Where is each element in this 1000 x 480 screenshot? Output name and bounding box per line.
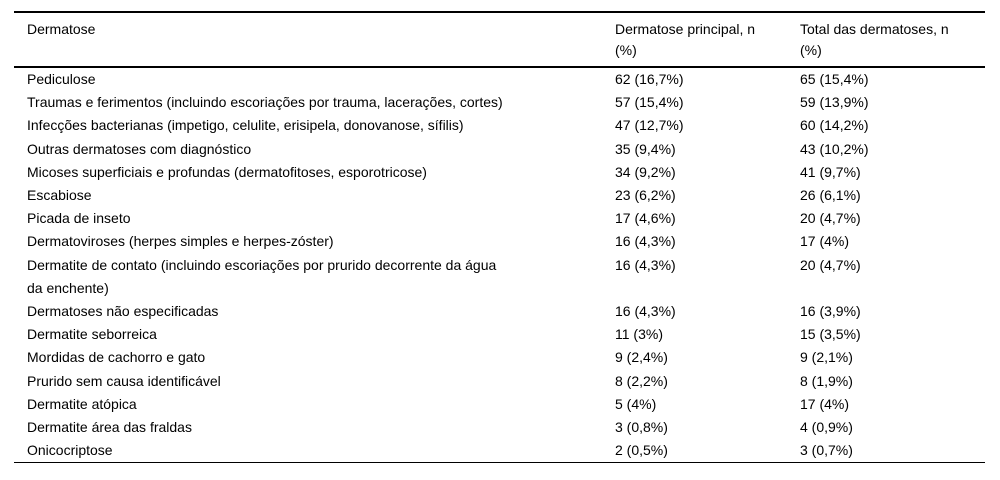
- cell-dermatose: Prurido sem causa identificável: [27, 372, 221, 389]
- table-row: Mordidas de cachorro e gato 9 (2,4%) 9 (2,…: [14, 346, 985, 369]
- cell-principal: 9 (2,4%): [615, 349, 668, 366]
- table-row: Dermatite seborreica 11 (3%) 15 (3,5%): [14, 323, 985, 346]
- cell-total: 8 (1,9%): [800, 372, 853, 389]
- table-row: Micoses superficiais e profundas (dermat…: [14, 161, 985, 184]
- cell-principal: 5 (4%): [615, 395, 657, 412]
- cell-total: 41 (9,7%): [800, 163, 861, 180]
- cell-total: 17 (4%): [800, 395, 850, 412]
- table-row: Outras dermatoses com diagnóstico 35 (9,4…: [14, 138, 985, 161]
- table-row: Dermatite atópica 5 (4%) 17 (4%): [14, 393, 985, 416]
- cell-total: 16 (3,9%): [800, 303, 861, 320]
- cell-dermatose: Dermatoses não especificadas: [27, 303, 219, 320]
- cell-total: 60 (14,2%): [800, 117, 869, 134]
- table-row: Dermatite de contato (incluindo escoriaç…: [14, 254, 985, 300]
- cell-total: 26 (6,1%): [800, 187, 861, 204]
- table-row: Escabiose 23 (6,2%) 26 (6,1%): [14, 184, 985, 207]
- cell-principal: 17 (4,6%): [615, 210, 676, 227]
- cell-dermatose: Dermatoviroses (herpes simples e herpes-…: [27, 233, 334, 250]
- table-row: Dermatoviroses (herpes simples e herpes-…: [14, 230, 985, 253]
- header-row: Dermatose Dermatose principal, n (%) Tot…: [14, 12, 985, 68]
- column-header-dermatose-principal: Dermatose principal, n (%): [615, 12, 800, 68]
- cell-dermatose: Micoses superficiais e profundas (dermat…: [27, 163, 427, 180]
- table-row: Pediculose 62 (16,7%) 65 (15,4%): [14, 67, 985, 91]
- cell-dermatose: Infecções bacterianas (impetigo, celulit…: [27, 117, 464, 134]
- cell-total: 15 (3,5%): [800, 326, 861, 343]
- column-header-total-dermatoses: Total das dermatoses, n (%): [800, 12, 985, 68]
- cell-dermatose: Onicocriptose: [27, 442, 113, 459]
- cell-dermatose: Dermatite seborreica: [27, 326, 157, 343]
- cell-principal: 47 (12,7%): [615, 117, 684, 134]
- cell-total: 20 (4,7%): [800, 210, 861, 227]
- column-header-dermatose: Dermatose: [14, 12, 615, 68]
- cell-total: 4 (0,9%): [800, 419, 853, 436]
- cell-principal: 35 (9,4%): [615, 140, 676, 157]
- cell-dermatose: Mordidas de cachorro e gato: [27, 349, 206, 366]
- cell-principal: 3 (0,8%): [615, 419, 668, 436]
- table-row: Onicocriptose 2 (0,5%) 3 (0,7%): [14, 439, 985, 463]
- cell-total: 3 (0,7%): [800, 442, 853, 459]
- cell-principal: 8 (2,2%): [615, 372, 668, 389]
- cell-total: 9 (2,1%): [800, 349, 853, 366]
- cell-principal: 62 (16,7%): [615, 71, 684, 87]
- cell-principal: 2 (0,5%): [615, 442, 668, 459]
- cell-dermatose: Pediculose: [27, 71, 96, 87]
- cell-principal: 16 (4,3%): [615, 303, 676, 320]
- table-body: Pediculose 62 (16,7%) 65 (15,4%) Traumas e …: [14, 67, 985, 463]
- cell-dermatose: Traumas e ferimentos (incluindo escoriaç…: [27, 94, 503, 111]
- table-row: Dermatoses não especificadas 16 (4,3%) 16 …: [14, 300, 985, 323]
- cell-principal: 16 (4,3%): [615, 233, 676, 250]
- cell-total: 17 (4%): [800, 233, 850, 250]
- cell-principal: 34 (9,2%): [615, 163, 676, 180]
- table-row: Infecções bacterianas (impetigo, celulit…: [14, 114, 985, 137]
- cell-principal: 11 (3%): [615, 326, 663, 343]
- cell-dermatose: Dermatite de contato (incluindo escoriaç…: [27, 256, 497, 296]
- cell-total: 43 (10,2%): [800, 140, 869, 157]
- cell-principal: 23 (6,2%): [615, 187, 676, 204]
- cell-principal: 16 (4,3%): [615, 256, 676, 273]
- cell-dermatose: Escabiose: [27, 187, 92, 204]
- cell-principal: 57 (15,4%): [615, 94, 684, 111]
- cell-dermatose: Dermatite atópica: [27, 395, 137, 412]
- cell-total: 20 (4,7%): [800, 256, 861, 273]
- cell-dermatose: Dermatite área das fraldas: [27, 419, 192, 436]
- cell-total: 59 (13,9%): [800, 94, 869, 111]
- table-row: Dermatite área das fraldas 3 (0,8%) 4 (0,9…: [14, 416, 985, 439]
- cell-dermatose: Outras dermatoses com diagnóstico: [27, 140, 252, 157]
- cell-dermatose: Picada de inseto: [27, 210, 131, 227]
- table-row: Traumas e ferimentos (incluindo escoriaç…: [14, 91, 985, 114]
- table-container: Dermatose Dermatose principal, n (%) Tot…: [14, 11, 985, 464]
- table-row: Picada de inseto 17 (4,6%) 20 (4,7%): [14, 207, 985, 230]
- cell-total: 65 (15,4%): [800, 71, 869, 87]
- table-row: Prurido sem causa identificável 8 (2,2%) 8…: [14, 370, 985, 393]
- dermatoses-table: Dermatose Dermatose principal, n (%) Tot…: [14, 11, 985, 464]
